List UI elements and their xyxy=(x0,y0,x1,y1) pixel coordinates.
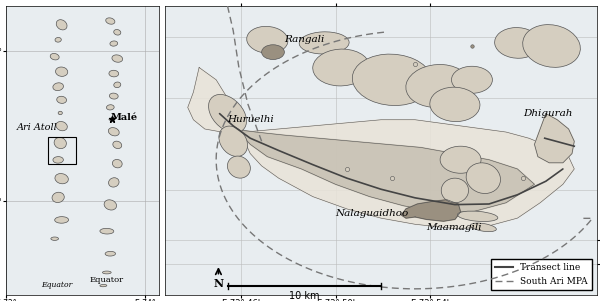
Ellipse shape xyxy=(227,156,250,178)
Ellipse shape xyxy=(53,157,64,163)
Text: Nalaguaidhoo: Nalaguaidhoo xyxy=(335,209,409,218)
Ellipse shape xyxy=(100,228,114,234)
Ellipse shape xyxy=(55,217,68,223)
Ellipse shape xyxy=(352,54,433,105)
Ellipse shape xyxy=(114,82,121,88)
Ellipse shape xyxy=(299,32,349,54)
Ellipse shape xyxy=(209,95,247,133)
Ellipse shape xyxy=(112,55,122,62)
Ellipse shape xyxy=(109,118,112,120)
Ellipse shape xyxy=(51,237,59,240)
Ellipse shape xyxy=(106,105,114,110)
Ellipse shape xyxy=(105,251,116,256)
Ellipse shape xyxy=(55,37,61,42)
Text: Malé: Malé xyxy=(110,113,137,122)
Ellipse shape xyxy=(451,66,493,93)
Text: Rangali: Rangali xyxy=(284,35,325,44)
Text: Huruelhi: Huruelhi xyxy=(227,115,274,124)
Ellipse shape xyxy=(262,45,284,60)
Ellipse shape xyxy=(55,173,68,184)
Ellipse shape xyxy=(523,25,580,67)
Ellipse shape xyxy=(52,192,64,203)
Ellipse shape xyxy=(56,67,68,76)
Ellipse shape xyxy=(106,18,115,24)
Ellipse shape xyxy=(441,178,469,203)
Text: Equator: Equator xyxy=(89,276,124,284)
Polygon shape xyxy=(535,113,574,163)
Ellipse shape xyxy=(247,26,288,53)
Ellipse shape xyxy=(112,160,122,168)
Ellipse shape xyxy=(53,83,64,91)
Text: N: N xyxy=(214,278,223,289)
Ellipse shape xyxy=(57,96,67,103)
Bar xyxy=(48,137,76,164)
Ellipse shape xyxy=(109,178,119,187)
Ellipse shape xyxy=(56,122,67,131)
Text: 10 km: 10 km xyxy=(289,291,320,301)
Ellipse shape xyxy=(313,49,370,86)
Ellipse shape xyxy=(430,87,480,122)
Ellipse shape xyxy=(109,128,119,136)
Ellipse shape xyxy=(50,54,59,60)
Ellipse shape xyxy=(440,146,481,173)
Text: Ari Atoll: Ari Atoll xyxy=(16,123,57,132)
Text: Maamagili: Maamagili xyxy=(427,223,482,232)
Ellipse shape xyxy=(54,137,67,149)
Ellipse shape xyxy=(110,41,118,46)
Polygon shape xyxy=(401,200,461,221)
Ellipse shape xyxy=(406,64,470,107)
Text: Equator: Equator xyxy=(41,281,72,289)
Text: Dhigurah: Dhigurah xyxy=(523,109,572,118)
Ellipse shape xyxy=(114,29,121,35)
Ellipse shape xyxy=(219,126,248,157)
Ellipse shape xyxy=(113,141,122,149)
Ellipse shape xyxy=(457,211,498,222)
Ellipse shape xyxy=(58,111,62,115)
Ellipse shape xyxy=(494,28,540,58)
Ellipse shape xyxy=(56,20,67,30)
Ellipse shape xyxy=(104,200,116,210)
Ellipse shape xyxy=(109,93,118,99)
Ellipse shape xyxy=(109,70,119,77)
Polygon shape xyxy=(188,67,574,228)
Ellipse shape xyxy=(100,284,107,287)
Ellipse shape xyxy=(470,223,496,232)
Ellipse shape xyxy=(466,163,500,194)
Polygon shape xyxy=(216,107,535,212)
Ellipse shape xyxy=(103,271,111,274)
Legend: Transect line, South Ari MPA: Transect line, South Ari MPA xyxy=(491,259,592,290)
